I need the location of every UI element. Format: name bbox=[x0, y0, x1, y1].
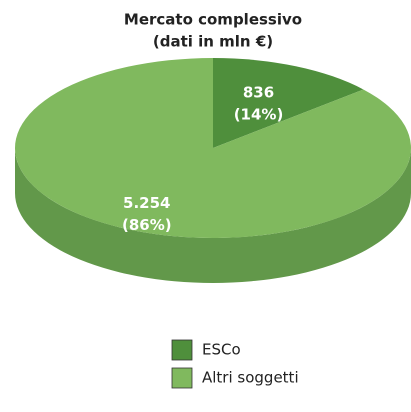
percent-label: (14%) bbox=[234, 106, 284, 124]
chart-subtitle: (dati in mln €) bbox=[153, 33, 273, 51]
pie-slice bbox=[213, 58, 364, 148]
value-label: 5.254 bbox=[123, 194, 170, 212]
legend-label: ESCo bbox=[202, 341, 241, 359]
legend-swatch bbox=[171, 367, 193, 389]
pie-slice bbox=[15, 58, 411, 238]
percent-label: (86%) bbox=[122, 216, 172, 234]
legend-swatch bbox=[171, 339, 193, 361]
value-label: 836 bbox=[243, 84, 274, 102]
pie-side bbox=[15, 148, 411, 283]
legend-label: Altri soggetti bbox=[202, 369, 299, 387]
chart-title: Mercato complessivo bbox=[124, 11, 302, 29]
